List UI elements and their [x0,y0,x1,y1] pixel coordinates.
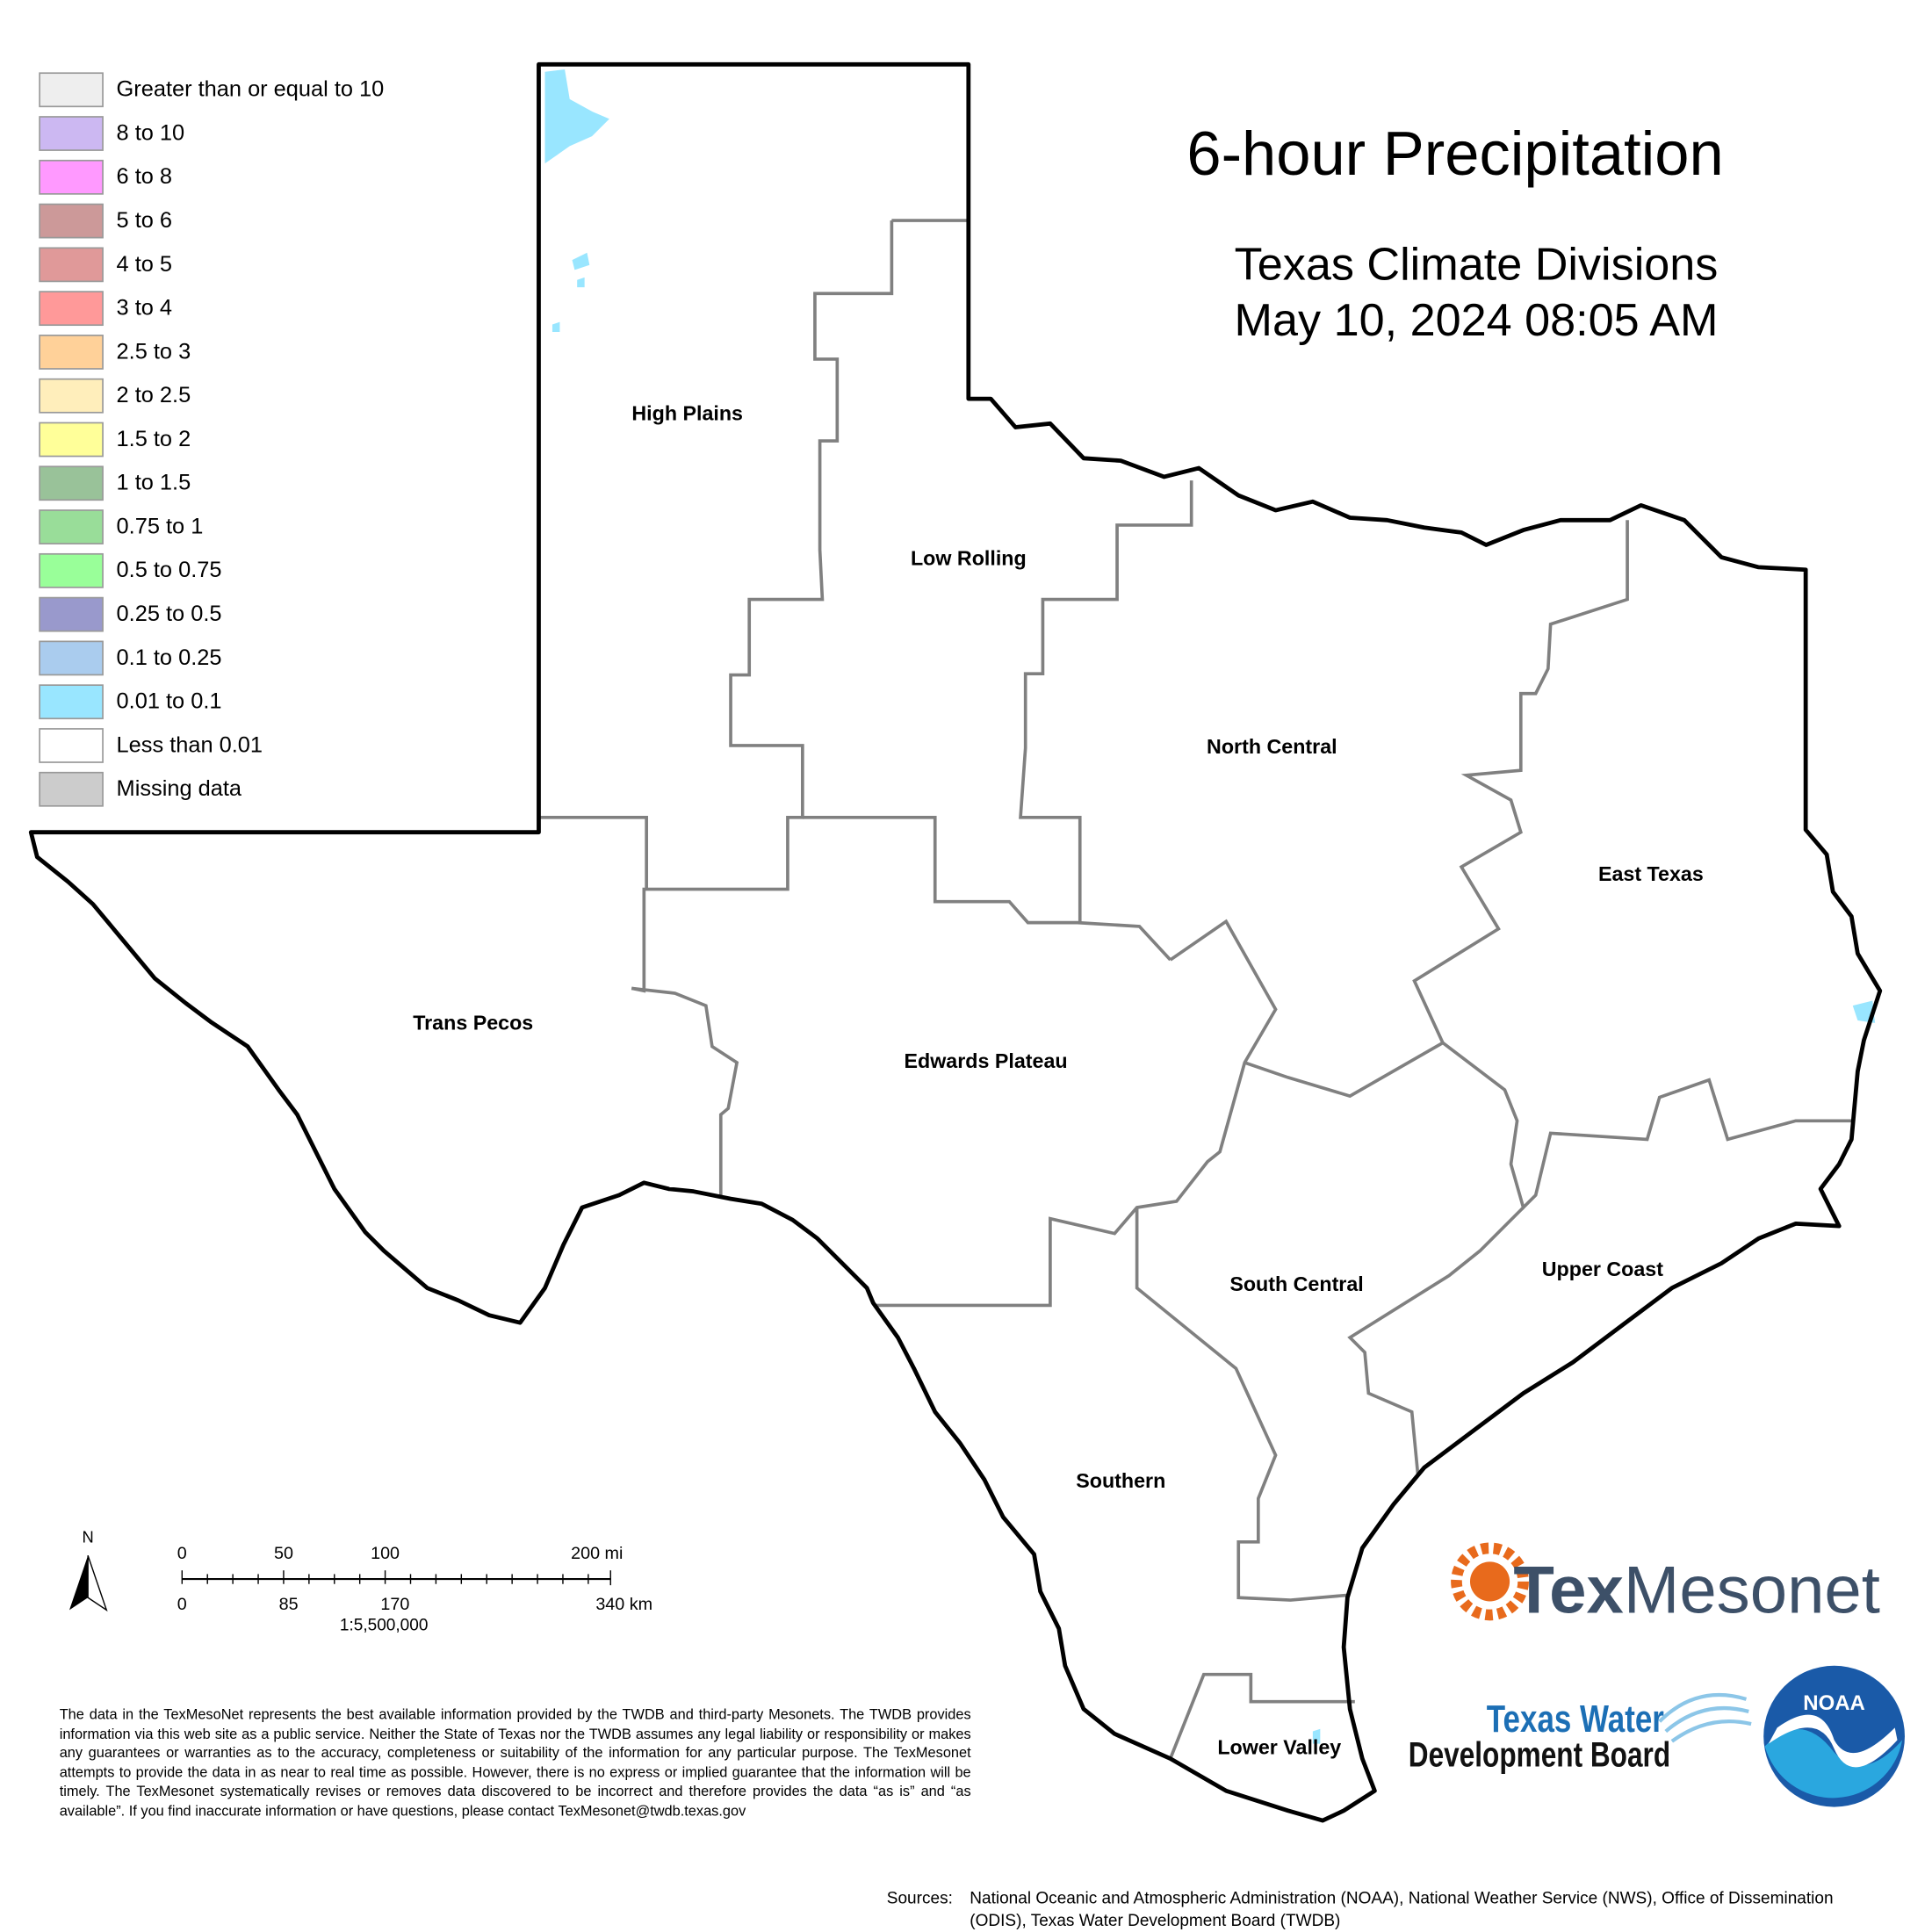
scale-label-km: 0 [177,1595,187,1614]
sources-text: National Oceanic and Atmospheric Adminis… [970,1888,1834,1930]
legend-label: 0.25 to 0.5 [117,602,222,626]
legend-swatch [39,684,104,720]
boundary [1347,1206,1525,1477]
legend-swatch [39,291,104,327]
logo-sun [1469,1561,1510,1602]
legend-label: 5 to 6 [117,208,173,233]
legend-label: Missing data [117,776,242,801]
division-label: High Plains [631,402,743,425]
boundary [1441,1041,1852,1211]
precip-area [551,252,590,332]
division-boundaries [538,219,1852,1760]
logo-sun [1451,1542,1529,1621]
division-label: North Central [1207,735,1337,758]
scale-label-km: 170 [380,1595,409,1614]
boundary [631,986,739,1197]
legend-swatch [39,335,104,370]
division-label: Southern [1076,1469,1165,1492]
texmesonet-logo: TexMesonet [1451,1542,1880,1628]
north-arrow [87,1555,108,1612]
sources-label: Sources: [886,1888,953,1907]
legend-label: Greater than or equal to 10 [117,77,385,102]
scale-label-mi: 200 mi [571,1544,623,1563]
legend-swatch [39,247,104,283]
division-label: Low Rolling [911,547,1027,570]
division-label: Trans Pecos [413,1011,533,1034]
state-outline [28,61,1883,1823]
legend-swatch [39,640,104,676]
scale-label-mi: 100 [371,1544,400,1563]
division-label: Upper Coast [1542,1258,1663,1280]
scale-label-km: 85 [279,1595,299,1614]
legend-label: 2.5 to 3 [117,339,191,364]
twdb-text: Texas Water [1487,1698,1664,1741]
legend-swatch [39,771,104,807]
precip-area [544,68,609,164]
legend-swatch [39,552,104,588]
logo-text: Mesonet [1624,1554,1880,1628]
boundary [802,815,1172,962]
map-subtitle: May 10, 2024 08:05 AM [1235,295,1719,346]
noaa-logo: NOAA [1763,1665,1905,1807]
boundary [1168,1672,1355,1760]
legend-label: 1 to 1.5 [117,471,191,495]
legend-swatch [39,728,104,763]
legend-label: 3 to 4 [117,296,173,321]
scale-label-mi: 50 [274,1544,293,1563]
scale-ratio: 1:5,500,000 [340,1617,428,1635]
twdb-waves [1658,1692,1752,1743]
legend-swatch [39,509,104,544]
legend-swatch [39,72,104,108]
map-subtitle: Texas Climate Divisions [1235,239,1719,290]
boundary [631,219,969,993]
logo-text: TexMesonet [1513,1554,1880,1628]
division-label: Lower Valley [1217,1735,1341,1758]
north-label: N [83,1527,94,1546]
twdb-logo: Texas Water Development Board [1409,1692,1752,1774]
disclaimer: The data in the TexMesoNet represents th… [59,1706,971,1820]
legend-label: 1.5 to 2 [117,427,191,451]
legend-label: 0.5 to 0.75 [117,558,222,582]
legend-swatch [39,378,104,414]
logo-text: Tex [1513,1554,1624,1628]
division-label: East Texas [1598,862,1704,885]
sources: Sources: National Oceanic and Atmospheric… [887,1887,1878,1932]
map-title: 6-hour Precipitation [1186,119,1723,188]
boundary [538,815,648,890]
boundary [1019,480,1193,923]
scale-label-mi: 0 [177,1544,187,1563]
north-arrow [68,1555,89,1611]
legend-label: 0.01 to 0.1 [117,689,222,714]
twdb-text: Development Board [1409,1735,1670,1774]
legend-label: 6 to 8 [117,164,173,189]
boundary [1135,1208,1348,1602]
legend-swatch [39,465,104,501]
legend-swatch [39,159,104,195]
boundary [874,919,1278,1308]
legend-label: 8 to 10 [117,120,185,145]
noaa-gull [1768,1714,1898,1768]
legend-label: 4 to 5 [117,252,173,277]
legend-swatch [39,422,104,458]
legend-swatch [39,596,104,632]
boundary [1244,520,1629,1099]
legend-label: 0.1 to 0.25 [117,645,222,670]
legend-label: 0.75 to 1 [117,514,204,538]
legend-label: Less than 0.01 [117,732,263,757]
legend-swatch [39,203,104,239]
division-label: Edwards Plateau [905,1049,1068,1072]
scale-label-km: 340 km [595,1595,652,1614]
division-labels: High Plains Low Rolling North Central East … [413,402,1704,1759]
legend: Greater than or equal to 10 8 to 10 6 to 8… [39,72,385,807]
precip-area [1312,1728,1321,1744]
scale-bar: 0 50 100 200 mi 0 85 170 340 km [177,1544,652,1614]
legend-label: 2 to 2.5 [117,383,191,407]
noaa-wave [1764,1728,1903,1799]
division-label: South Central [1229,1272,1363,1295]
noaa-text: NOAA [1803,1691,1865,1715]
legend-swatch [39,116,104,151]
